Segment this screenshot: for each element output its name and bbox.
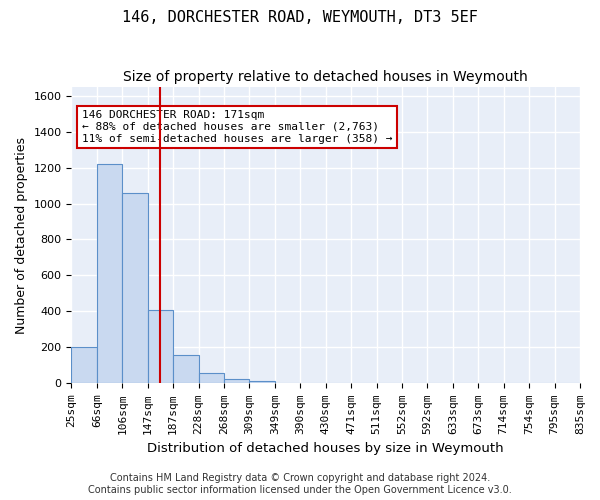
Y-axis label: Number of detached properties: Number of detached properties <box>15 136 28 334</box>
Bar <box>173 354 199 384</box>
Title: Size of property relative to detached houses in Weymouth: Size of property relative to detached ho… <box>124 70 528 84</box>
Bar <box>224 379 250 384</box>
Bar <box>199 372 224 384</box>
Text: Contains HM Land Registry data © Crown copyright and database right 2024.
Contai: Contains HM Land Registry data © Crown c… <box>88 474 512 495</box>
Bar <box>71 348 97 384</box>
X-axis label: Distribution of detached houses by size in Weymouth: Distribution of detached houses by size … <box>148 442 504 455</box>
Bar <box>250 380 275 384</box>
Text: 146, DORCHESTER ROAD, WEYMOUTH, DT3 5EF: 146, DORCHESTER ROAD, WEYMOUTH, DT3 5EF <box>122 10 478 25</box>
Bar <box>148 310 173 384</box>
Bar <box>122 192 148 384</box>
Text: 146 DORCHESTER ROAD: 171sqm
← 88% of detached houses are smaller (2,763)
11% of : 146 DORCHESTER ROAD: 171sqm ← 88% of det… <box>82 110 392 144</box>
Bar <box>97 164 122 384</box>
